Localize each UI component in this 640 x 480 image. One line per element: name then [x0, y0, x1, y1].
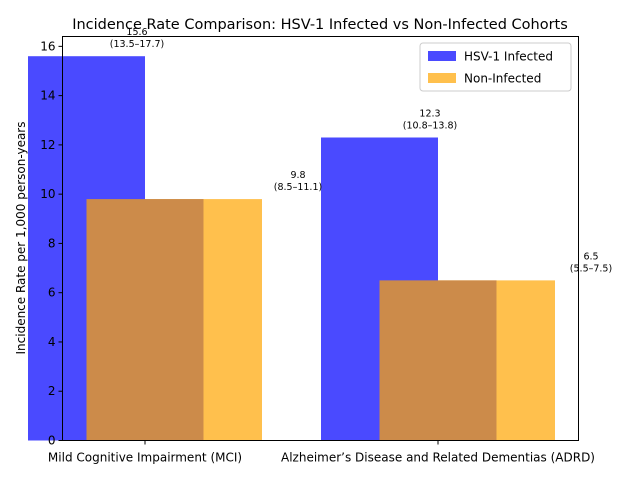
y-tick-label: 2 [48, 384, 56, 398]
x-tick-label: Alzheimer’s Disease and Related Dementia… [281, 451, 595, 465]
legend-swatch [428, 73, 456, 83]
y-tick-label: 4 [48, 335, 56, 349]
legend: HSV-1 Infected Non-Infected [419, 42, 572, 92]
y-tick-label: 16 [40, 39, 55, 53]
ci-label: (10.8–13.8) [403, 121, 457, 132]
legend-label: Non-Infected [464, 72, 541, 86]
bar-overlap-adrd [379, 280, 497, 441]
legend-label: HSV-1 Infected [464, 50, 553, 64]
chart-title: Incidence Rate Comparison: HSV-1 Infecte… [72, 17, 568, 33]
y-axis-label: Incidence Rate per 1,000 person-years [14, 122, 28, 355]
y-tick-label: 8 [48, 236, 56, 250]
y-tick-label: 14 [40, 89, 55, 103]
value-label: 12.3 [419, 109, 440, 120]
legend-box [419, 42, 572, 92]
bars-layer [28, 56, 555, 441]
ci-label: (13.5–17.7) [110, 39, 164, 50]
y-tick-label: 6 [48, 286, 56, 300]
value-label: 9.8 [290, 170, 305, 181]
y-tick-label: 12 [40, 138, 55, 152]
y-tick-label: 10 [40, 187, 55, 201]
plot-frame [62, 36, 579, 441]
ci-label: (5.5–7.5) [570, 263, 612, 274]
bar-overlap-mci [86, 199, 204, 441]
legend-swatch [428, 51, 456, 61]
y-tick-label: 0 [48, 434, 56, 448]
x-axis: Mild Cognitive Impairment (MCI) Alzheimer… [48, 440, 595, 465]
value-label: 15.6 [126, 27, 147, 38]
y-axis: 0 2 4 6 8 10 12 14 16 [40, 39, 63, 448]
value-labels-layer: 15.6(13.5–17.7) 9.8(8.5–11.1) 12.3(10.8–13… [110, 27, 612, 274]
ci-label: (8.5–11.1) [274, 182, 322, 193]
value-label: 6.5 [583, 251, 598, 262]
x-tick-label: Mild Cognitive Impairment (MCI) [48, 451, 242, 465]
